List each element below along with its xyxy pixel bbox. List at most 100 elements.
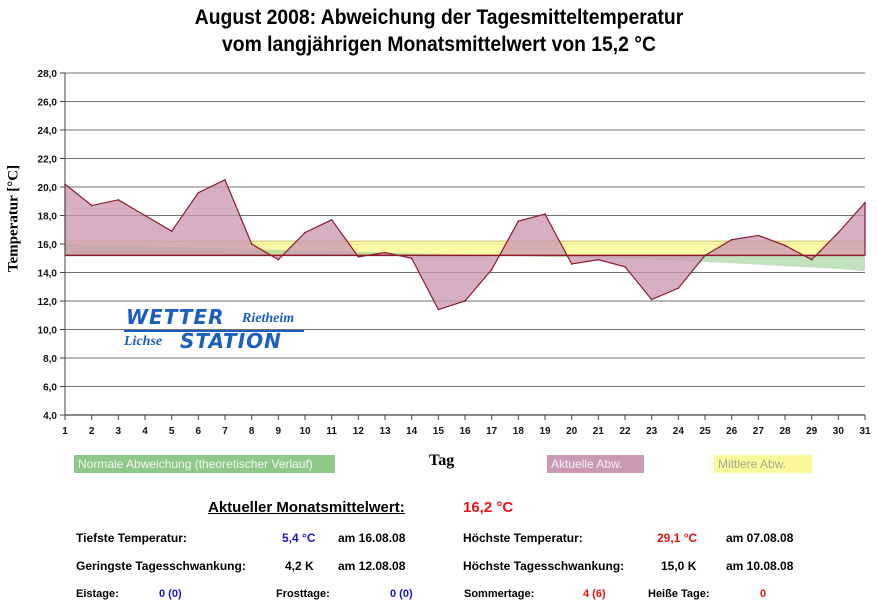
x-tick-label: 4 — [142, 426, 148, 437]
x-tick-label: 16 — [459, 426, 471, 437]
data-point — [357, 256, 360, 258]
logo-station: STATION — [180, 329, 282, 353]
x-tick-label: 1 — [62, 426, 68, 437]
y-tick-label: 24,0 — [38, 126, 58, 137]
y-tick-label: 18,0 — [38, 212, 58, 223]
x-tick-label: 5 — [169, 426, 175, 437]
data-point — [730, 238, 733, 241]
axes — [60, 72, 866, 420]
x-tick-label: 29 — [806, 426, 818, 437]
frost-days-label: Frosttage: — [276, 588, 330, 600]
chart-title-line2: vom langjährigen Monatsmittelwert von 15… — [222, 33, 656, 56]
data-point — [517, 220, 520, 222]
min-temp-label: Tiefste Temperatur: — [76, 531, 187, 545]
y-tick-label: 6,0 — [43, 383, 57, 394]
data-point — [250, 243, 253, 245]
x-tick-labels: 1 2 3 4 5 6 7 8 9 10 11 12 13 14 15 16 17 18 19 20 21 22 23 24 2… — [62, 426, 871, 437]
x-tick-label: 26 — [726, 426, 738, 437]
frost-days-value: 0 (0) — [390, 588, 413, 600]
data-point — [144, 214, 146, 217]
y-tick-label: 4,0 — [43, 411, 57, 422]
x-tick-label: 31 — [859, 426, 871, 437]
x-tick-label: 7 — [222, 426, 228, 437]
y-tick-label: 20,0 — [38, 183, 58, 194]
x-tick-label: 13 — [379, 426, 391, 437]
x-tick-label: 24 — [673, 426, 685, 437]
min-range-value: 4,2 K — [285, 559, 314, 573]
data-point — [810, 258, 813, 261]
data-point — [117, 199, 120, 201]
logo-lichse: Lichse — [124, 334, 163, 349]
x-tick-label: 22 — [619, 426, 631, 437]
logo-wetter: WETTER — [126, 305, 225, 329]
min-range-label: Geringste Tagesschwankung: — [76, 559, 246, 573]
logo-rietheim: Rietheim — [242, 311, 295, 326]
chart-title-line1: August 2008: Abweichung der Tagesmittelt… — [194, 6, 684, 29]
data-point — [304, 231, 306, 234]
y-tick-label: 12,0 — [38, 297, 58, 308]
data-point — [90, 204, 93, 207]
data-point — [170, 230, 173, 232]
data-point — [544, 213, 546, 215]
x-tick-label: 6 — [196, 426, 202, 437]
chart-plot: 4,0 6,0 8,0 10,0 12,0 14,0 16,0 18,0 20,0 22,0 24,… — [38, 69, 871, 437]
max-range-value: 15,0 K — [661, 559, 697, 573]
x-tick-label: 25 — [699, 426, 711, 437]
y-axis-label: Temperatur [°C] — [5, 164, 22, 273]
data-point — [837, 231, 840, 234]
x-tick-label: 21 — [593, 426, 605, 437]
x-tick-label: 19 — [539, 426, 551, 437]
data-point — [490, 268, 493, 271]
x-tick-label: 20 — [566, 426, 578, 437]
data-point — [277, 258, 280, 261]
data-point — [784, 244, 786, 247]
max-range-label: Höchste Tagesschwankung: — [463, 559, 625, 573]
data-point — [437, 308, 440, 311]
y-tick-label: 26,0 — [38, 98, 58, 109]
x-axis-label: Tag — [429, 452, 455, 469]
min-range-date: am 12.08.08 — [338, 559, 406, 573]
legend-mean-deviation: Mittlere Abw. — [714, 455, 812, 473]
y-tick-label: 22,0 — [38, 155, 58, 166]
legend-current-deviation: Aktuelle Abw. — [547, 455, 644, 473]
data-point — [677, 287, 680, 289]
x-tick-label: 8 — [249, 426, 255, 437]
chart-title: August 2008: Abweichung der Tagesmittelt… — [35, 4, 843, 58]
x-tick-label: 30 — [833, 426, 845, 437]
data-point — [330, 218, 333, 221]
x-tick-label: 3 — [116, 426, 122, 437]
x-tick-label: 27 — [753, 426, 765, 437]
ice-days-value: 0 (0) — [159, 588, 182, 600]
min-temp-date: am 16.08.08 — [338, 531, 406, 545]
data-point — [410, 257, 413, 260]
max-temp-value: 29,1 °C — [657, 531, 698, 545]
x-tick-label: 17 — [486, 426, 498, 437]
data-point — [624, 266, 626, 268]
series-area-aktuelle-abw — [65, 179, 865, 310]
data-point — [650, 298, 653, 301]
summer-days-label: Sommertage: — [464, 588, 535, 600]
x-tick-label: 11 — [326, 426, 337, 437]
max-temp-date: am 07.08.08 — [726, 531, 794, 545]
data-point — [224, 179, 226, 181]
y-tick-label: 28,0 — [38, 69, 58, 80]
x-tick-label: 15 — [433, 426, 445, 437]
data-point — [464, 300, 466, 302]
series-area-normale-abw — [65, 244, 865, 272]
x-tick-label: 14 — [406, 426, 418, 437]
monthly-mean-label: Aktueller Monatsmittelwert: — [208, 499, 405, 516]
data-point — [570, 263, 573, 265]
logo-divider — [124, 330, 304, 332]
x-tick-label: 28 — [779, 426, 791, 437]
y-tick-label: 10,0 — [38, 326, 58, 337]
summer-days-value: 4 (6) — [583, 588, 606, 600]
x-tick-label: 9 — [276, 426, 282, 437]
hot-days-label: Heiße Tage: — [648, 588, 710, 600]
y-tick-label: 16,0 — [38, 240, 58, 251]
legend-normal-deviation: Normale Abweichung (theoretischer Verlau… — [74, 455, 335, 473]
x-tick-label: 12 — [353, 426, 365, 437]
ice-days-label: Eistage: — [76, 588, 119, 600]
x-tick-label: 23 — [646, 426, 658, 437]
wetterstation-logo: WETTER Rietheim Lichse STATION — [124, 305, 306, 359]
max-range-date: am 10.08.08 — [726, 559, 794, 573]
